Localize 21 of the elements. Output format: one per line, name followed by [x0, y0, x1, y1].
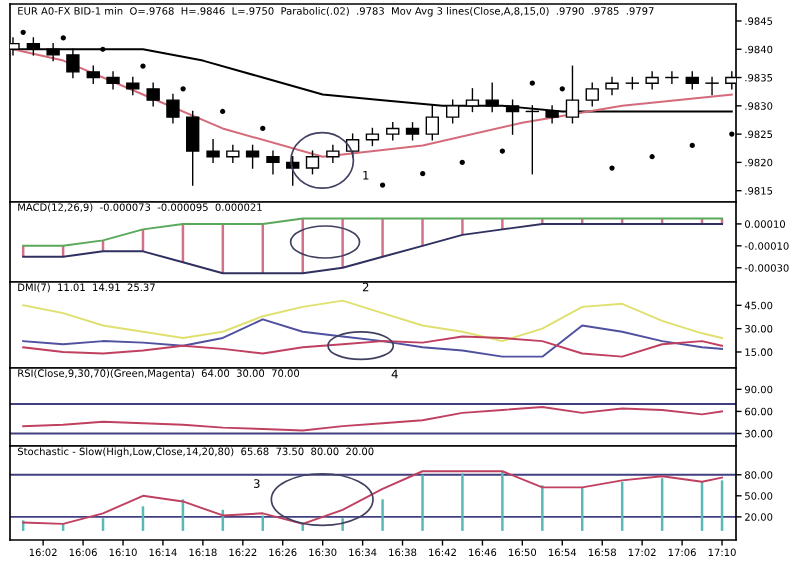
- candlestick: [146, 82, 160, 107]
- line-series: [22, 217, 724, 247]
- candlestick: [705, 76, 719, 96]
- line-series: [22, 222, 724, 275]
- candlestick: [245, 144, 260, 169]
- candlestick: [305, 150, 320, 175]
- candlestick: [266, 150, 280, 175]
- candlestick: [605, 76, 619, 96]
- candlestick: [166, 93, 180, 124]
- line-series: [22, 470, 724, 525]
- line-series: [22, 318, 724, 358]
- candlestick: [326, 144, 340, 164]
- candlestick: [645, 71, 659, 90]
- candlestick: [206, 139, 220, 164]
- candlestick: [106, 71, 120, 90]
- candlestick: [226, 144, 240, 164]
- line-series: [22, 335, 724, 358]
- candlestick: [186, 110, 200, 186]
- line-series: [22, 406, 724, 432]
- candlestick: [585, 82, 599, 107]
- line-series: [22, 299, 724, 343]
